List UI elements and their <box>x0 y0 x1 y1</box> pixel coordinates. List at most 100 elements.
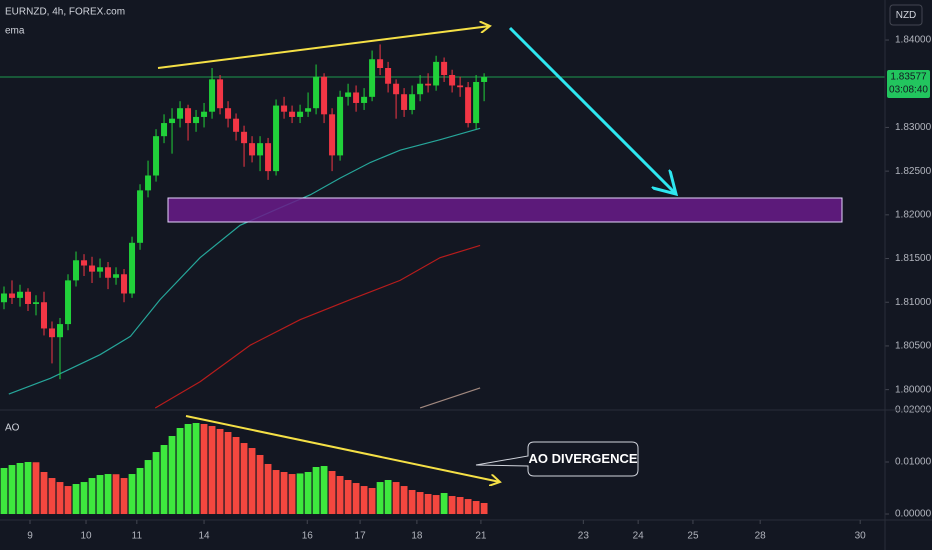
ao-bar <box>32 462 40 515</box>
candle-body <box>369 59 376 97</box>
candle-body <box>73 260 80 281</box>
candle-body <box>417 83 424 95</box>
ao-bar <box>120 478 128 515</box>
x-tick-label: 9 <box>27 531 33 542</box>
candle-body <box>409 94 416 110</box>
candle-body <box>345 92 352 97</box>
ao-bar <box>256 454 264 515</box>
ao-bar <box>304 471 312 515</box>
candle-body <box>465 87 472 124</box>
ao-bar <box>168 436 176 515</box>
candle-body <box>313 76 320 109</box>
ao-bar <box>48 478 56 515</box>
candle-body <box>337 96 344 156</box>
candle-body <box>9 293 16 298</box>
ao-bar <box>320 466 328 515</box>
candle-body <box>169 118 176 124</box>
candle-body <box>305 108 312 112</box>
ao-bar <box>408 489 416 515</box>
ao-bar <box>40 471 48 515</box>
ao-bar <box>384 480 392 515</box>
ao-bar <box>288 474 296 515</box>
candle-body <box>177 108 184 119</box>
ao-bar <box>392 482 400 515</box>
countdown-label: 03:08:40 <box>889 85 928 96</box>
ao-bar <box>400 486 408 515</box>
ao-bar <box>128 474 136 515</box>
ao-bar <box>8 465 16 515</box>
symbol-title: EURNZD, 4h, FOREX.com <box>5 7 125 18</box>
candle-body <box>401 94 408 110</box>
candle-body <box>209 79 216 112</box>
ao-bar <box>432 495 440 515</box>
ao-bar <box>208 426 216 515</box>
candle-body <box>473 81 480 124</box>
x-tick-label: 18 <box>411 531 423 542</box>
y-tick-label: 1.80000 <box>895 384 932 395</box>
ao-bar <box>0 467 8 515</box>
candle-body <box>249 143 256 156</box>
ao-bar <box>64 486 72 515</box>
ao-bar <box>136 467 144 515</box>
ao-bar <box>376 482 384 515</box>
candle-body <box>273 105 280 172</box>
ao-bar <box>360 486 368 515</box>
last-price-label: 1.83577 <box>890 72 927 83</box>
candle-body <box>297 111 304 117</box>
candle-body <box>65 280 72 325</box>
candle-body <box>121 274 128 294</box>
candle-body <box>233 118 240 132</box>
candle-body <box>441 61 448 75</box>
candle-body <box>225 108 232 119</box>
currency[interactable]: NZD <box>896 10 917 21</box>
ao-bar <box>152 452 160 515</box>
ao-bar <box>328 471 336 515</box>
ao-bar <box>456 497 464 515</box>
candle-body <box>289 111 296 117</box>
ao-bar <box>240 443 248 515</box>
candle-body <box>41 302 48 329</box>
x-tick-label: 28 <box>755 531 767 542</box>
ao-bar <box>176 427 184 515</box>
candle-body <box>377 59 384 68</box>
ao-bar <box>104 474 112 515</box>
currency-box[interactable] <box>889 4 923 26</box>
ao-bar <box>192 423 200 515</box>
ao-bar <box>464 499 472 515</box>
y-tick-label: 1.81000 <box>895 297 932 308</box>
candle-body <box>25 291 32 304</box>
x-tick-label: 11 <box>132 531 143 542</box>
candle-body <box>217 79 224 109</box>
ema-line <box>154 244 481 409</box>
ao-bar <box>448 496 456 515</box>
candle-body <box>161 123 168 137</box>
candle-body <box>137 190 144 243</box>
candle-body <box>17 291 24 298</box>
candle-body <box>153 136 160 176</box>
y-tick-label: 1.82000 <box>895 209 932 220</box>
ao-bar <box>368 488 376 515</box>
candle-body <box>449 74 456 86</box>
candle-body <box>257 143 264 156</box>
ao-bar <box>472 501 480 515</box>
ao-bar <box>24 462 32 515</box>
x-tick-label: 21 <box>475 531 487 542</box>
candle-body <box>353 92 360 103</box>
ao-bar <box>232 436 240 515</box>
ao-bar <box>248 448 256 515</box>
candle-body <box>241 131 248 144</box>
ao-bar <box>216 428 224 515</box>
candle-body <box>113 274 120 278</box>
candle-body <box>281 105 288 112</box>
x-tick-label: 23 <box>578 531 590 542</box>
candle-body <box>145 175 152 191</box>
ao-bar <box>72 484 80 515</box>
x-tick-label: 30 <box>855 531 867 542</box>
candle-body <box>425 83 432 86</box>
candle-body <box>1 293 8 303</box>
ao-bar <box>224 432 232 515</box>
ao-bar <box>184 423 192 515</box>
